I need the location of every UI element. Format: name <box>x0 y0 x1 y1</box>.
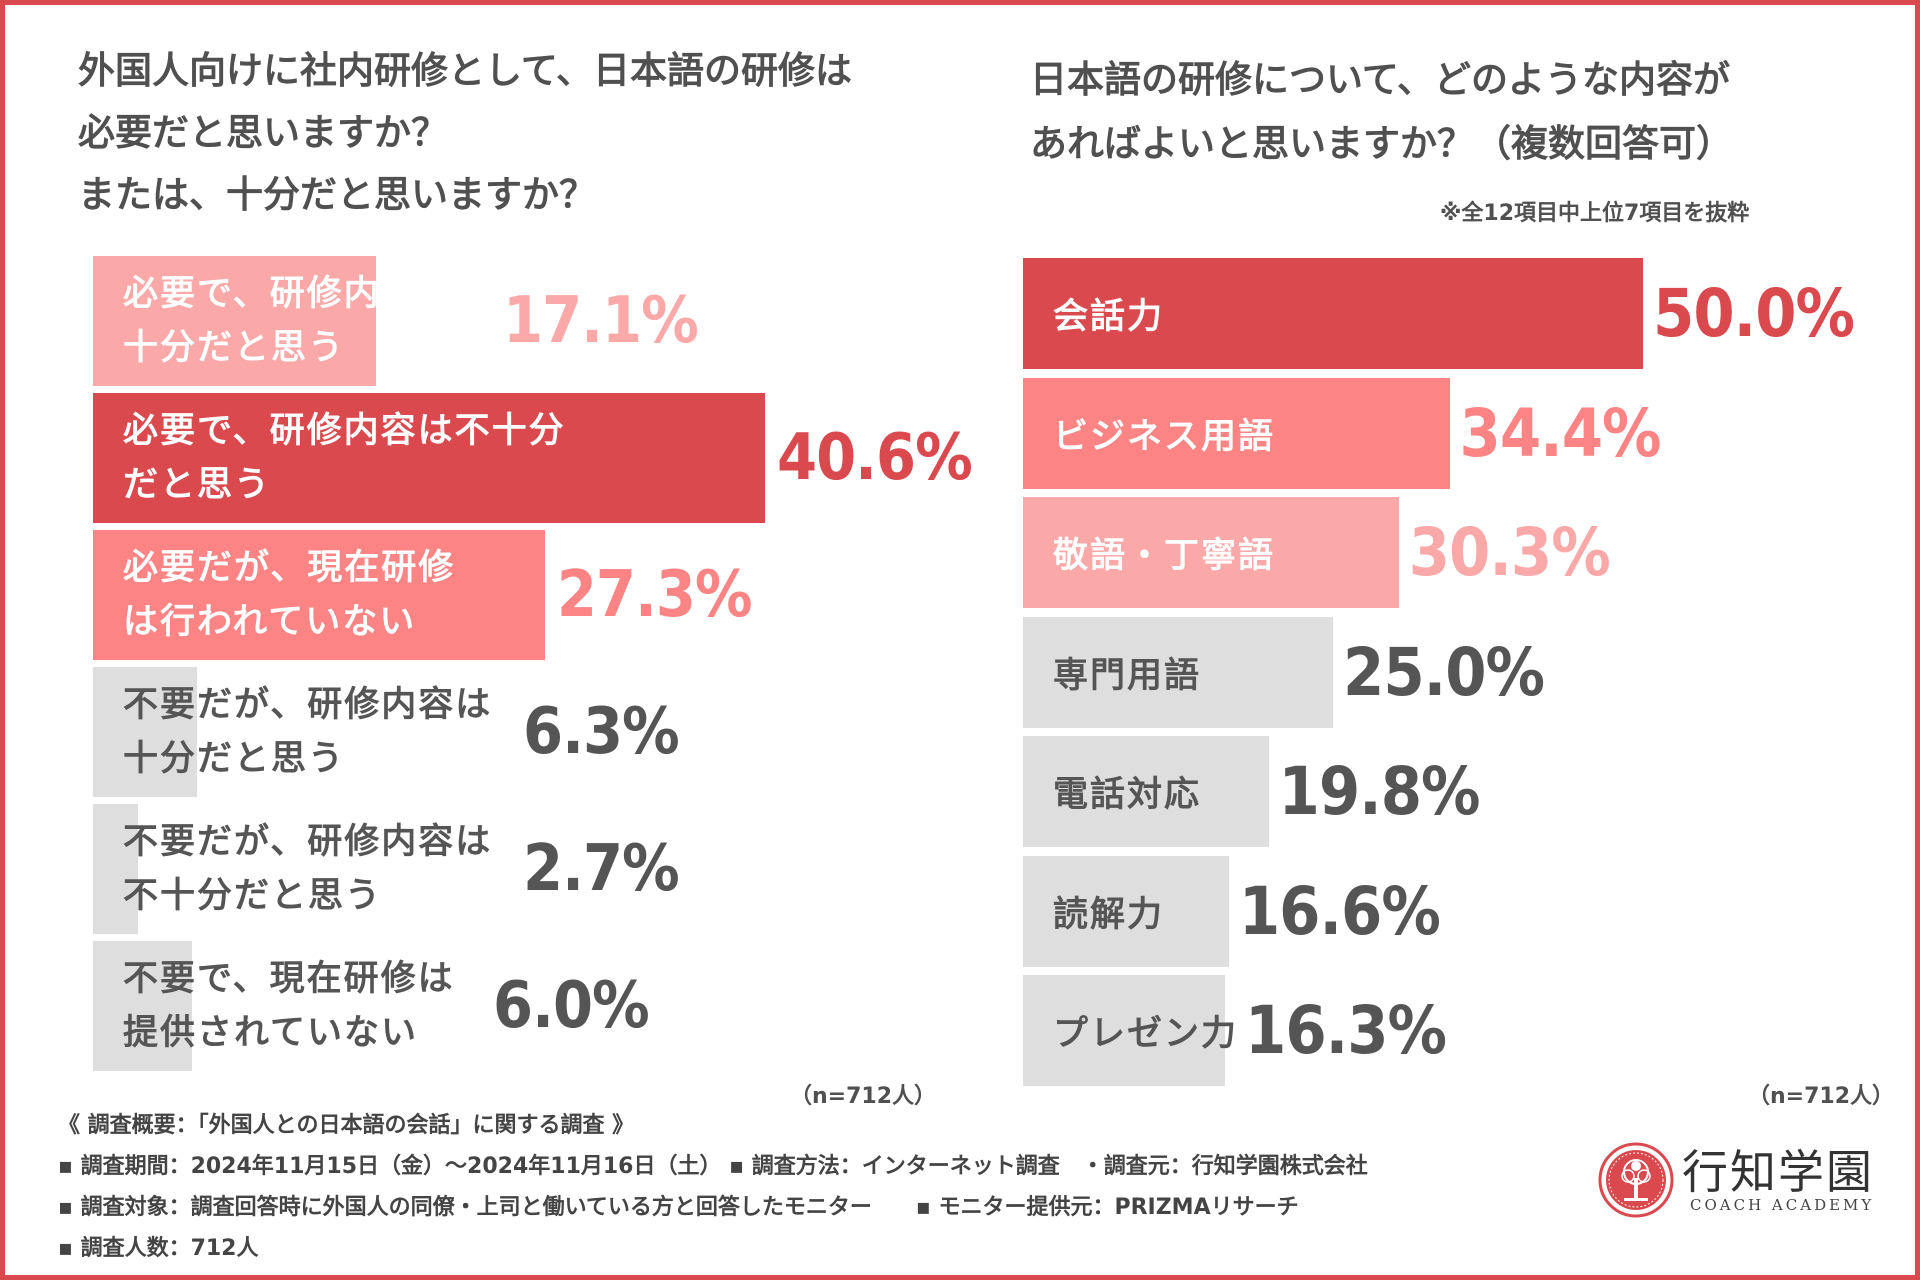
survey-line-target: ▪ 調査対象：調査回答時に外国人の同僚・上司と働いている方と回答したモニター ▪… <box>58 1195 1299 1220</box>
bar-category-label-line: 必要で、研修内容も <box>123 274 455 314</box>
bar-category-label-line: 不要だが、研修内容は <box>123 822 493 862</box>
bar <box>93 941 193 1071</box>
bar-value-label: 6.0% <box>493 969 650 1043</box>
survey-overview: 《 調査概要：「外国人との日本語の会話」に関する調査 》 ▪ 調査期間：2024… <box>58 1105 1368 1269</box>
bar-value-label: 19.8% <box>1278 753 1481 830</box>
bar-category-label: 必要で、研修内容も 十分だと思う <box>123 256 455 386</box>
bar <box>1023 975 1226 1086</box>
bar-value-label: 50.0% <box>1653 275 1855 352</box>
bar <box>1023 497 1399 608</box>
bar-category-label: 必要だが、現在研修 は行われていない <box>123 530 455 660</box>
bar-row: プレゼン力 16.3% <box>1023 975 1873 1086</box>
bar-category-label-text: 敬語・丁寧語 <box>1053 536 1276 576</box>
bar-category-label: 会話力 <box>1053 258 1164 369</box>
bar-category-label: プレゼン力 <box>1053 975 1238 1086</box>
bar-category-label-line: 必要で、研修内容は不十分 <box>123 411 566 451</box>
bar-row: 読解力 16.6% <box>1023 855 1873 967</box>
left-title-line-1: 外国人向けに社内研修として、日本語の研修は <box>78 49 853 92</box>
bar-category-label: 不要で、現在研修は 提供されていない <box>123 941 455 1071</box>
bar-row: 必要だが、現在研修 は行われていない 27.3% <box>93 530 943 660</box>
left-bar-chart: 必要で、研修内容も 十分だと思う 17.1% 必要で、研修内容は不十分 だと思う 40.6… <box>93 256 973 1076</box>
left-title-line-3: または、十分だと思いますか？ <box>78 173 596 216</box>
left-question-title: 外国人向けに社内研修として、日本語の研修は 必要だと思いますか？ または、十分だ… <box>78 40 852 226</box>
bar-category-label-text: プレゼン力 <box>1053 1014 1239 1054</box>
left-title-line-2: 必要だと思いますか？ <box>78 111 448 154</box>
right-bar-chart: 会話力 50.0% ビジネス用語 34.4% 敬語・丁寧語 30.3% 専門用語 25.0% 電… <box>1023 258 1873 1086</box>
bar-row: ビジネス用語 34.4% <box>1023 377 1873 489</box>
bar <box>1023 855 1229 967</box>
bar-row: 専門用語 25.0% <box>1023 616 1873 728</box>
tree-seal-icon <box>1598 1142 1674 1218</box>
bar <box>93 667 198 797</box>
bar-row: 電話対応 19.8% <box>1023 736 1873 847</box>
right-question-title: 日本語の研修について、どのような内容が あればよいと思いますか？（複数回答可） <box>1030 48 1733 176</box>
bar-value-label: 25.0% <box>1343 633 1545 711</box>
bar-row: 不要で、現在研修は 提供されていない 6.0% <box>93 941 943 1071</box>
bar-category-label-line: 不要で、現在研修は <box>123 959 455 999</box>
bar-category-label-text: 会話力 <box>1053 297 1165 337</box>
extract-note: ※全12項目中上位7項目を抜粋 <box>1440 201 1750 226</box>
bar-category-label-line: 提供されていない <box>123 1013 418 1053</box>
bar-category-label-text: 読解力 <box>1053 894 1165 935</box>
bar-category-label: 敬語・丁寧語 <box>1053 497 1275 608</box>
bar <box>1023 736 1269 847</box>
right-title-line-1: 日本語の研修について、どのような内容が <box>1030 58 1731 101</box>
bar-category-label-text: 電話対応 <box>1053 775 1202 815</box>
bar-category-label: 不要だが、研修内容は 不十分だと思う <box>123 804 492 934</box>
bar-value-label: 16.6% <box>1238 872 1441 950</box>
logo-subtitle: COACH ACADEMY <box>1690 1196 1875 1214</box>
bar-category-label-text: 専門用語 <box>1053 655 1202 696</box>
bar <box>93 393 765 523</box>
bar-category-label-line: 不要だが、研修内容は <box>123 685 493 725</box>
bar-value-label: 6.3% <box>523 695 680 769</box>
bar-row: 必要で、研修内容も 十分だと思う 17.1% <box>93 256 943 386</box>
bar-value-label: 2.7% <box>523 832 680 906</box>
logo-name: 行知学園 <box>1682 1145 1874 1199</box>
bar-value-label: 34.4% <box>1459 394 1662 472</box>
survey-line-count: ▪ 調査人数：712人 <box>58 1236 259 1261</box>
bar <box>93 530 545 660</box>
bar-category-label: 必要で、研修内容は不十分 だと思う <box>123 393 566 523</box>
bar-category-label-text: ビジネス用語 <box>1053 416 1276 457</box>
bar-value-label: 30.3% <box>1408 514 1611 591</box>
bar-value-label: 16.3% <box>1245 992 1447 1069</box>
bar-category-label-line: は行われていない <box>123 602 417 642</box>
bar-category-label: 不要だが、研修内容は 十分だと思う <box>123 667 492 797</box>
bar-category-label: ビジネス用語 <box>1053 378 1275 489</box>
bar <box>93 256 377 386</box>
bar <box>1023 258 1643 369</box>
bar-row: 不要だが、研修内容は 十分だと思う 6.3% <box>93 667 943 797</box>
bar-row: 必要で、研修内容は不十分 だと思う 40.6% <box>93 393 973 523</box>
survey-heading: 《 調査概要：「外国人との日本語の会話」に関する調査 》 <box>58 1113 635 1138</box>
right-sample-size: （n=712人） <box>1748 1084 1895 1109</box>
bar-category-label-line: 十分だと思う <box>123 739 346 779</box>
bar-value-label: 40.6% <box>777 421 973 495</box>
bar-category-label-line: 必要だが、現在研修 <box>123 548 456 588</box>
bar-category-label-line: 不十分だと思う <box>123 876 383 916</box>
bar-category-label-line: 十分だと思う <box>123 328 346 368</box>
bar <box>1023 616 1333 728</box>
bar-row: 敬語・丁寧語 30.3% <box>1023 497 1873 608</box>
bar <box>93 804 138 934</box>
survey-line-period: ▪ 調査期間：2024年11月15日（金）〜2024年11月16日（土） ▪ 調… <box>58 1154 1368 1179</box>
bar-category-label-line: だと思う <box>123 465 272 505</box>
bar-category-label: 専門用語 <box>1053 617 1201 728</box>
company-logo: 行知学園 COACH ACADEMY <box>1598 1142 1888 1226</box>
bar-value-label: 17.1% <box>503 284 699 358</box>
bar-category-label: 読解力 <box>1053 856 1164 967</box>
bar-value-label: 27.3% <box>556 558 753 632</box>
bar-row: 不要だが、研修内容は 不十分だと思う 2.7% <box>93 804 943 934</box>
bar-category-label: 電話対応 <box>1053 736 1201 847</box>
right-title-line-2: あればよいと思いますか？（複数回答可） <box>1030 122 1733 165</box>
left-sample-size: （n=712人） <box>790 1084 937 1109</box>
bar-row: 会話力 50.0% <box>1023 258 1873 369</box>
bar <box>1023 377 1450 489</box>
